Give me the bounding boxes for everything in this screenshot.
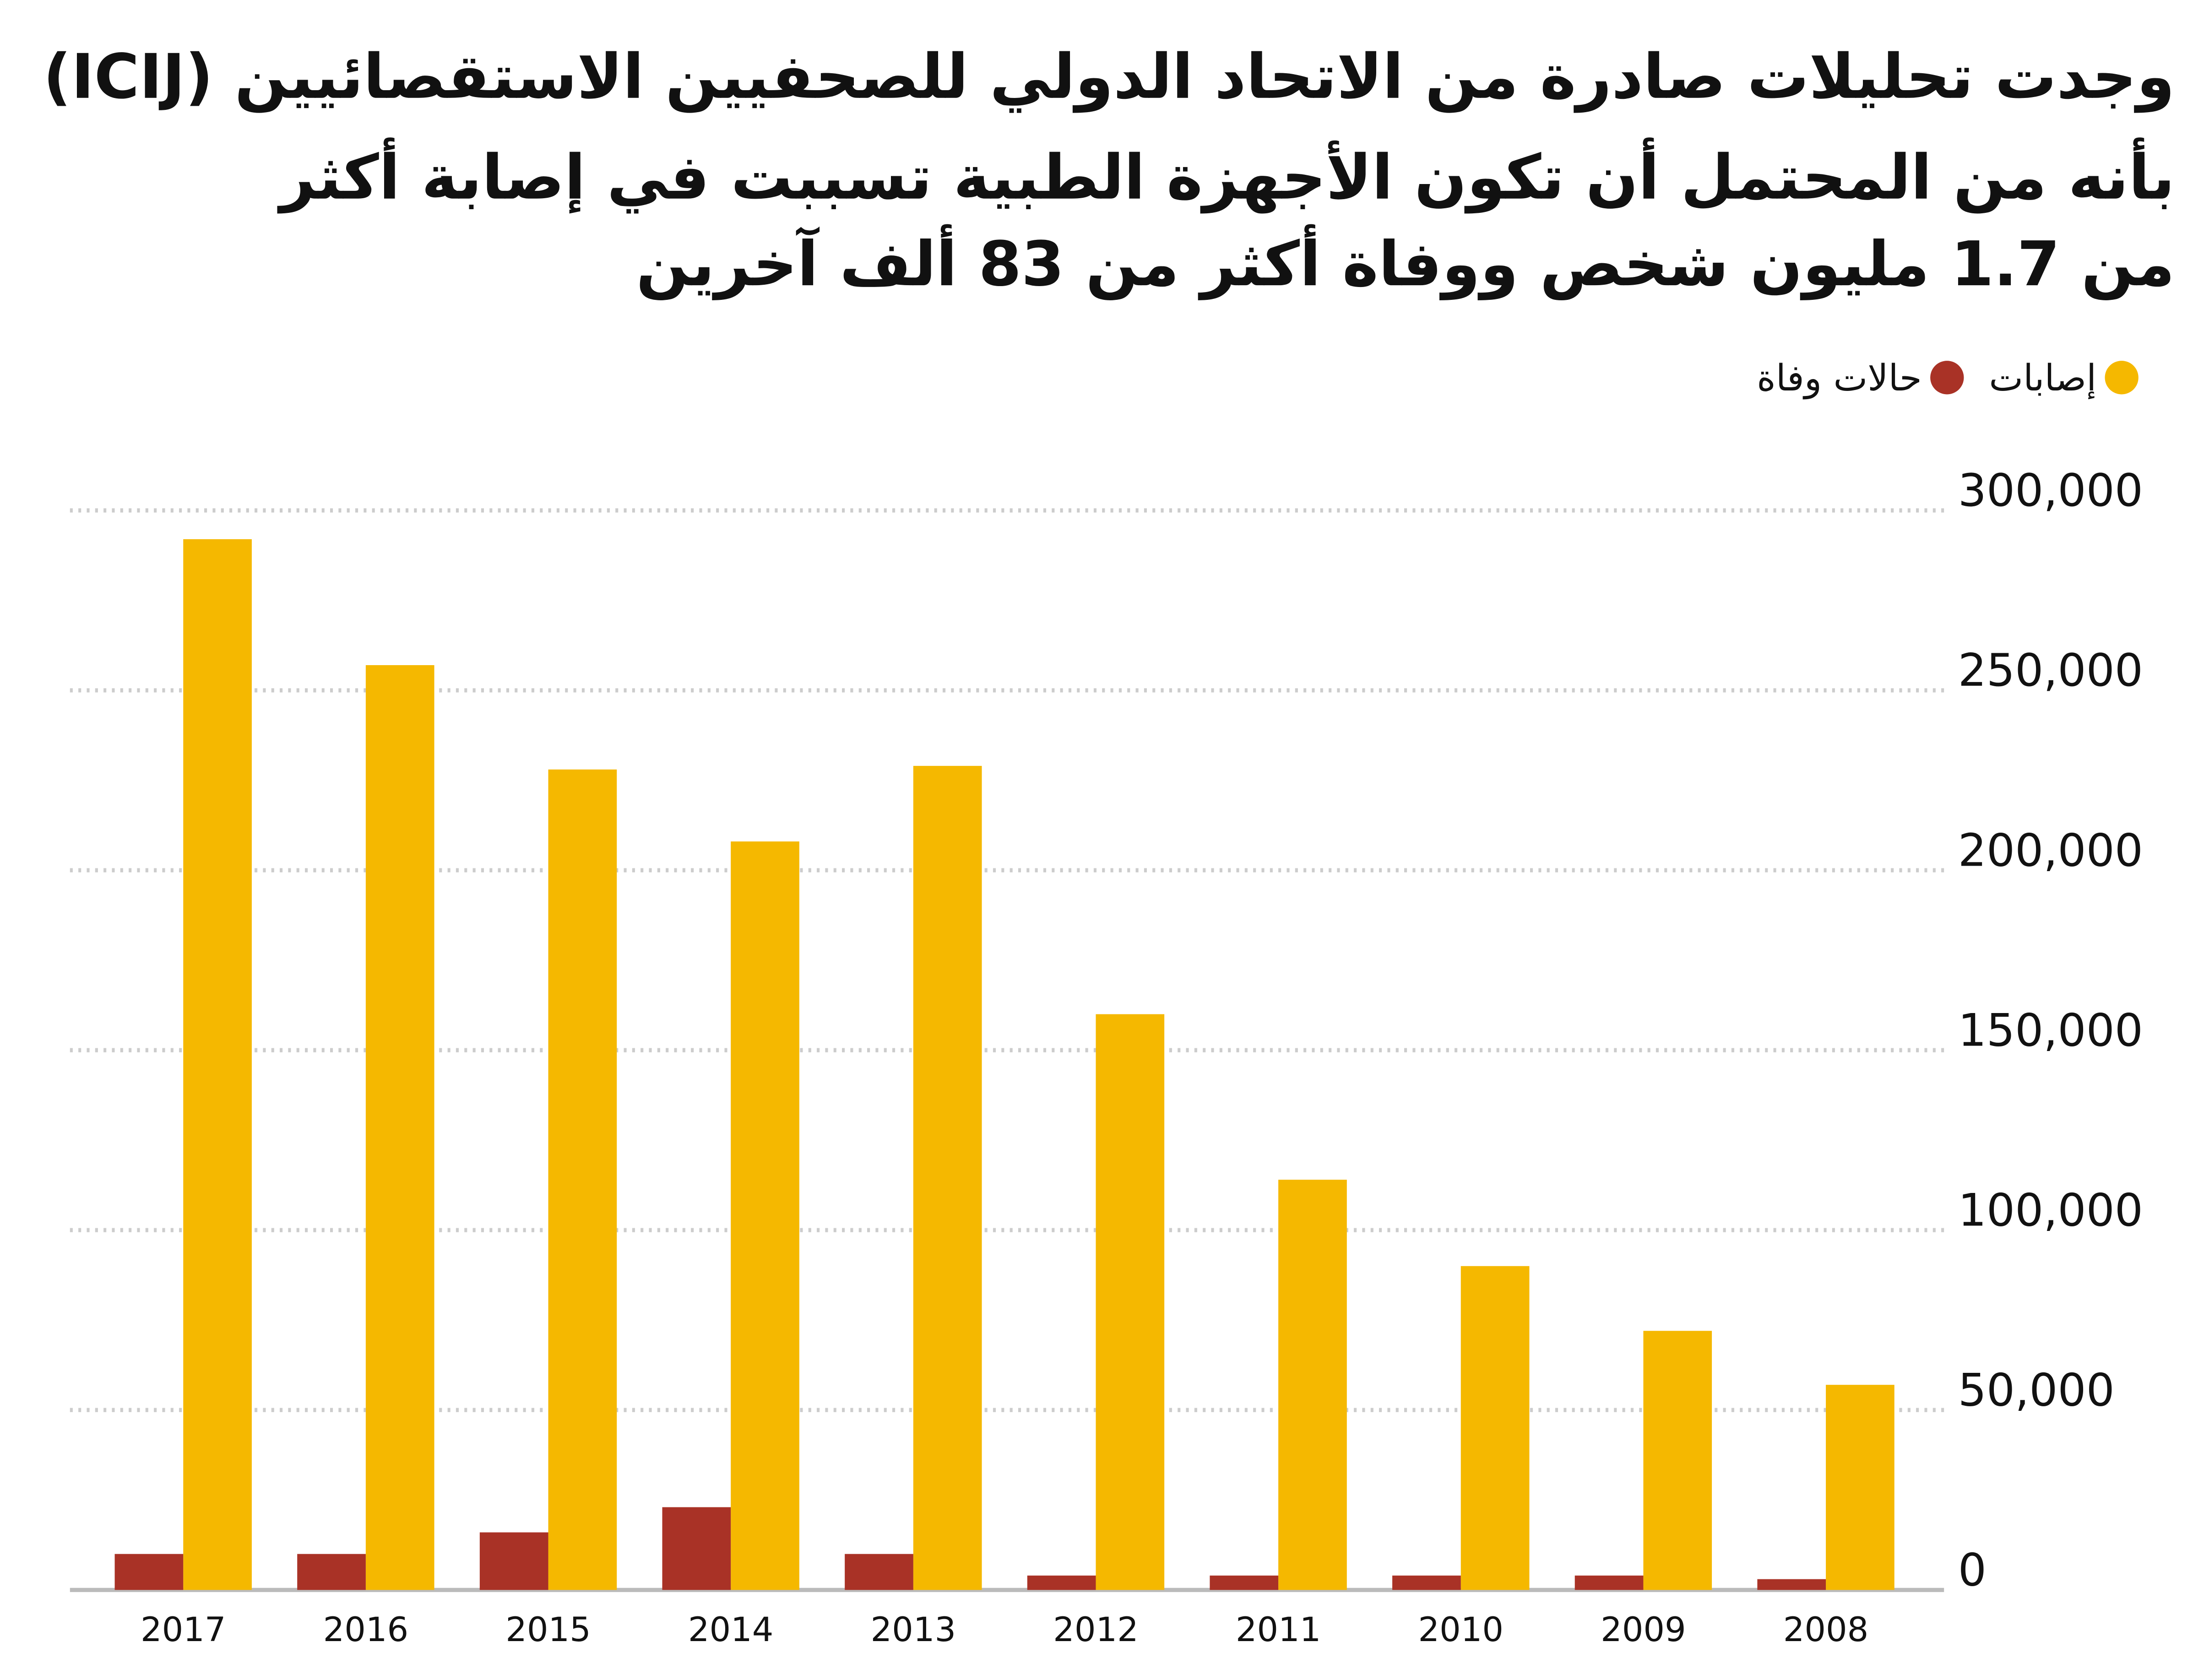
legend-label: إصابات	[1989, 357, 2096, 400]
y-tick-label: 300,000	[1958, 465, 2143, 517]
chart-title: وجدت تحليلات صادرة من الاتحاد الدولي للص…	[43, 41, 2175, 113]
bar	[1460, 1266, 1530, 1590]
bar	[662, 1507, 731, 1590]
y-tick-label: 250,000	[1958, 645, 2143, 697]
x-tick-label: 2008	[1783, 1610, 1869, 1649]
bar	[845, 1554, 913, 1590]
bar	[297, 1554, 366, 1590]
x-tick-label: 2010	[1418, 1610, 1504, 1649]
x-tick-label: 2017	[141, 1610, 226, 1649]
y-tick-label: 100,000	[1958, 1184, 2143, 1236]
bar	[1643, 1331, 1712, 1590]
bar	[548, 769, 617, 1590]
bar	[1392, 1575, 1461, 1590]
x-tick-label: 2013	[871, 1610, 956, 1649]
bar	[1757, 1579, 1826, 1590]
y-tick-label: 200,000	[1958, 824, 2143, 877]
bar	[1210, 1575, 1279, 1590]
bar	[1027, 1575, 1096, 1590]
x-tick-label: 2012	[1053, 1610, 1139, 1649]
legend-label: حالات وفاة	[1757, 357, 1922, 400]
x-tick-label: 2011	[1236, 1610, 1321, 1649]
bar	[731, 841, 799, 1590]
bar	[1574, 1575, 1644, 1590]
y-tick-label: 50,000	[1958, 1364, 2115, 1416]
chart-title: بأنه من المحتمل أن تكون الأجهزة الطبية ت…	[277, 137, 2175, 214]
bar	[114, 1554, 184, 1590]
chart-title: من 1.7 مليون شخص ووفاة أكثر من 83 ألف آخ…	[636, 224, 2175, 300]
bar	[913, 766, 982, 1590]
x-tick-label: 2009	[1601, 1610, 1686, 1649]
y-tick-label: 0	[1958, 1544, 1987, 1596]
bar	[1278, 1180, 1347, 1590]
bar	[1826, 1385, 1894, 1590]
x-tick-label: 2016	[323, 1610, 409, 1649]
x-tick-label: 2015	[505, 1610, 591, 1649]
legend-swatch	[1930, 361, 1964, 395]
legend-swatch	[2105, 361, 2139, 395]
bar	[365, 665, 434, 1590]
bar	[479, 1532, 548, 1590]
bar	[183, 539, 252, 1590]
y-tick-label: 150,000	[1958, 1004, 2143, 1057]
x-tick-label: 2014	[688, 1610, 774, 1649]
bar	[1096, 1014, 1165, 1590]
